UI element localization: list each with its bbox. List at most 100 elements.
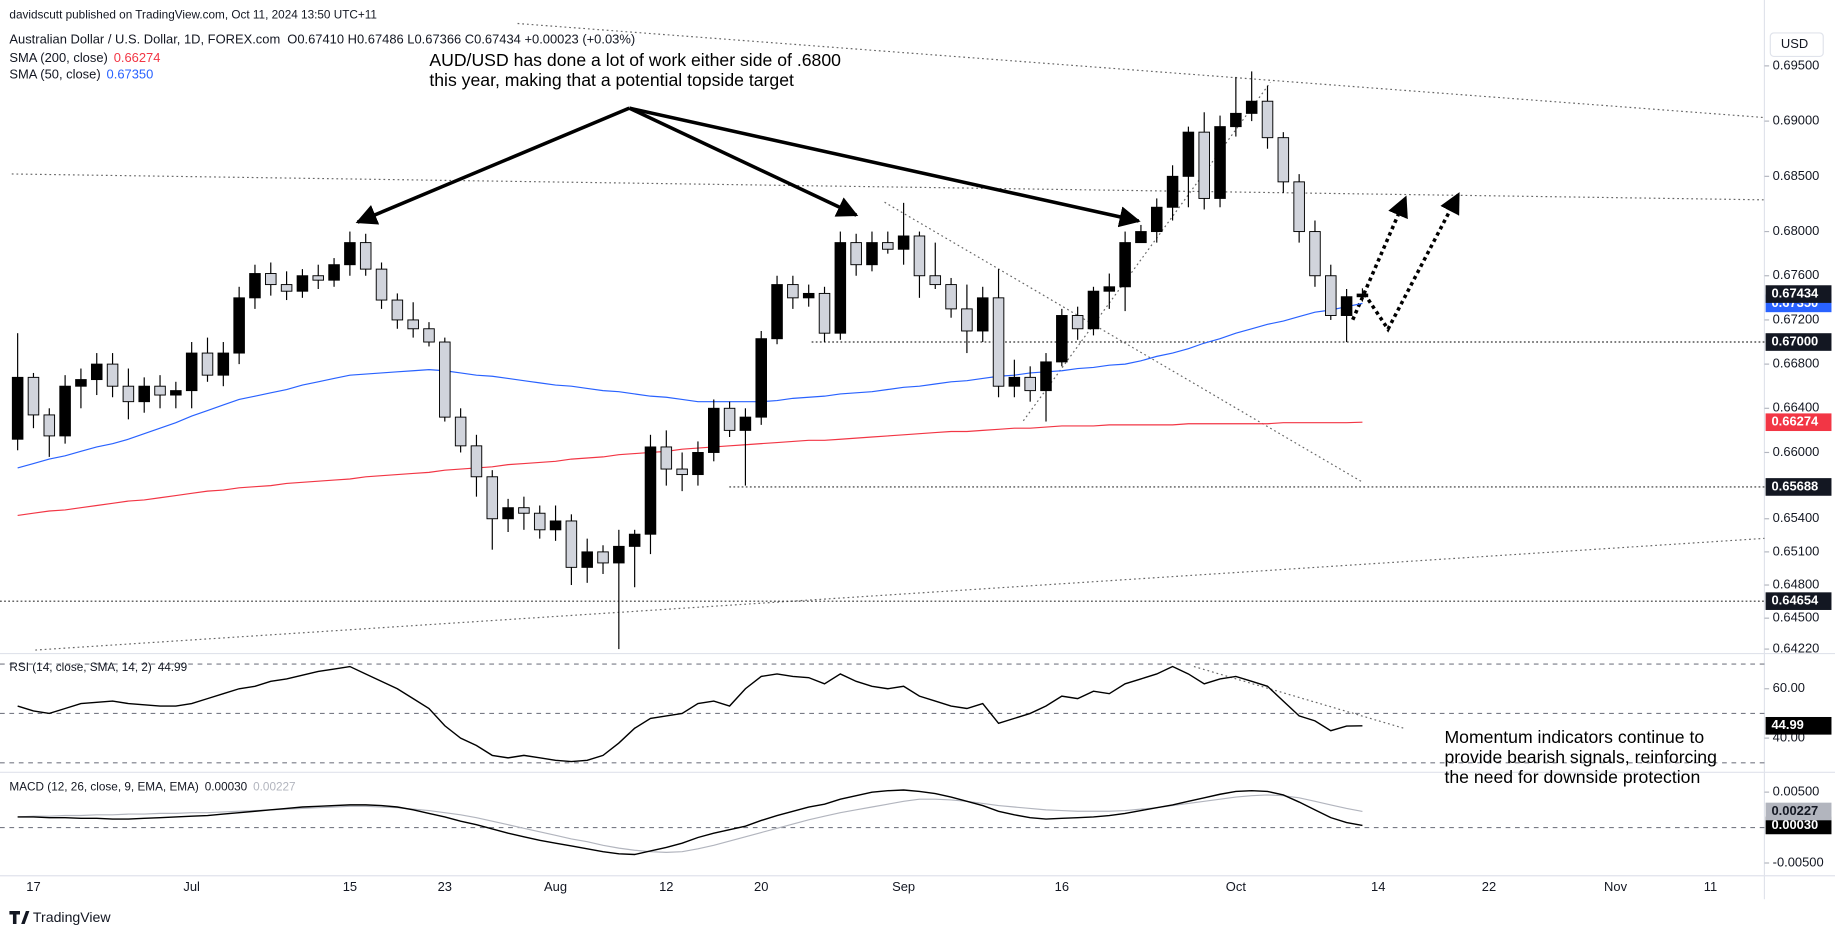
- candle-body: [344, 242, 356, 266]
- y-tick-label: -0.00500: [1773, 854, 1824, 869]
- candle-body: [170, 390, 182, 396]
- candle-body: [27, 376, 40, 416]
- y-tick-label: 0.65100: [1773, 543, 1820, 558]
- y-tick-label: 0.64220: [1773, 641, 1820, 656]
- candle-body: [249, 273, 261, 299]
- candle-body: [882, 242, 894, 250]
- sma-line: [17, 302, 1363, 469]
- x-tick-label: 23: [438, 879, 452, 894]
- indicator-line: [17, 794, 1363, 853]
- y-tick-label: 60.00: [1773, 680, 1805, 695]
- candle-body: [1340, 296, 1353, 316]
- legend-value: 0.66274: [114, 50, 161, 65]
- publisher: davidscutt published on TradingView.com,…: [9, 8, 377, 21]
- y-tick-label: 0.67600: [1773, 267, 1820, 282]
- y-tick-label: 0.68500: [1773, 168, 1820, 183]
- ohlc: O0.67410 H0.67486 L0.67366 C0.67434 +0.0…: [287, 31, 635, 46]
- value-marker-box: [1765, 816, 1832, 835]
- price-level-box: [1765, 333, 1832, 351]
- candle-body: [818, 292, 831, 334]
- currency-box: [1769, 32, 1824, 58]
- candle-body: [502, 507, 514, 520]
- candle-body: [628, 533, 641, 547]
- candle-body: [1245, 100, 1258, 114]
- candle-body: [834, 242, 847, 334]
- price-level-box: [1765, 592, 1832, 610]
- logo: [9, 911, 30, 924]
- candle-body: [945, 284, 957, 310]
- candle-body: [312, 275, 325, 281]
- candle-body: [1103, 286, 1116, 292]
- candle-body: [1150, 206, 1163, 233]
- candle-body: [660, 446, 673, 470]
- price-level-label: 0.65688: [1771, 478, 1818, 493]
- candle-body: [613, 545, 625, 564]
- candle-body: [1119, 242, 1131, 288]
- candle-body: [1277, 137, 1290, 183]
- legend-value: 0.00030: [205, 781, 248, 794]
- candle-body: [1356, 293, 1369, 298]
- candle-body: [802, 292, 815, 299]
- y-tick-label: 0.65400: [1773, 510, 1820, 525]
- sma-marker-label: 0.66274: [1771, 414, 1819, 429]
- x-tick-label: 12: [659, 879, 673, 894]
- x-tick-label: Aug: [544, 879, 567, 894]
- candle-body: [1214, 126, 1226, 199]
- y-tick-label: 0.66400: [1773, 400, 1820, 415]
- candle-body: [106, 363, 119, 387]
- annotation: AUD/USD has done a lot of work either si…: [429, 50, 841, 70]
- candle-body: [1309, 231, 1321, 277]
- candle-body: [692, 452, 704, 476]
- candle-body: [581, 551, 593, 568]
- y-tick-label: 0.64500: [1773, 610, 1820, 625]
- candle-body: [296, 275, 309, 292]
- candle-body: [217, 352, 230, 376]
- candle-body: [992, 297, 1005, 387]
- projection-arrow: [1363, 192, 1461, 333]
- candle-body: [755, 338, 767, 418]
- arrow: [355, 106, 630, 225]
- indicator-line: [17, 789, 1363, 856]
- price-level-label: 0.67000: [1771, 333, 1818, 348]
- candle-body: [90, 363, 103, 381]
- currency: USD: [1781, 36, 1808, 51]
- candle-body: [1087, 290, 1100, 330]
- value-marker-label: 0.00030: [1771, 817, 1818, 832]
- candle-body: [913, 235, 926, 277]
- value-marker-box: [1765, 716, 1832, 735]
- annotation: provide bearish signals, reinforcing: [1444, 747, 1716, 767]
- last-price-box: [1765, 285, 1832, 303]
- candle-body: [154, 385, 166, 396]
- legend-value: 44.99: [158, 661, 187, 674]
- candle-body: [454, 416, 467, 447]
- candle-body: [407, 319, 419, 330]
- candle-body: [470, 445, 483, 478]
- candle-body: [850, 242, 862, 266]
- candle-body: [328, 264, 340, 281]
- y-tick-label: 0.64800: [1773, 576, 1820, 591]
- candle-body: [1166, 175, 1179, 208]
- candle-body: [122, 385, 135, 403]
- candle-body: [1293, 181, 1305, 233]
- y-tick-label: 0.68000: [1773, 223, 1820, 238]
- legend-value: 0.67350: [107, 67, 154, 82]
- x-tick-label: 22: [1482, 879, 1496, 894]
- last-price-label: 0.67434: [1771, 286, 1819, 301]
- annotation: this year, making that a potential topsi…: [429, 70, 794, 90]
- candle-body: [708, 407, 720, 453]
- footer: TradingView: [33, 909, 111, 925]
- trendline: [1022, 81, 1271, 422]
- price-level-box: [1765, 478, 1832, 496]
- candle-body: [185, 352, 198, 392]
- x-tick-label: 16: [1055, 879, 1069, 894]
- footer-logo: [9, 911, 30, 924]
- candle-body: [787, 284, 799, 299]
- x-tick-label: Oct: [1226, 879, 1247, 894]
- candle-body: [43, 414, 56, 437]
- arrows: [355, 106, 1461, 333]
- candle-body: [771, 284, 783, 340]
- y-tick-label: 0.00500: [1773, 784, 1820, 799]
- candle-body: [265, 273, 277, 286]
- candle-body: [59, 385, 71, 437]
